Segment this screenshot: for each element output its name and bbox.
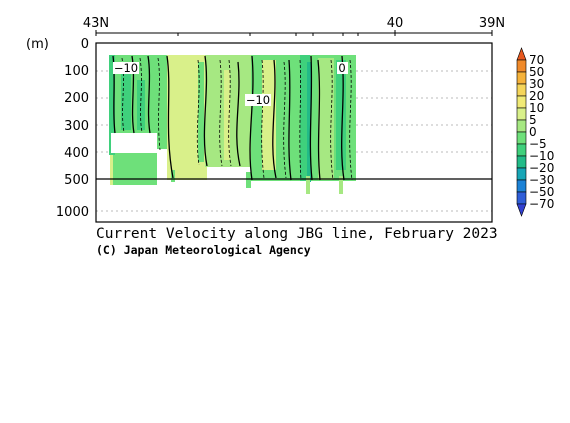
colorbar-label: −50 <box>529 185 554 199</box>
colorbar-segment <box>516 83 527 97</box>
colorbar-label: 30 <box>529 77 544 91</box>
colorbar-segment <box>516 95 527 109</box>
contour-dashed-5 <box>219 59 223 167</box>
x-tick-label-40: 40 <box>387 16 404 31</box>
y-tick-label-400: 400 <box>64 146 89 161</box>
y-tick-labels: 0 100 200 300 400 500 1000 <box>56 37 89 220</box>
contour-dashed-2 <box>139 57 143 133</box>
field-patch-10 <box>121 70 131 130</box>
contour-dashed-9 <box>299 59 302 181</box>
contour-label-3: 0 <box>338 61 345 75</box>
contour-line-8 <box>272 59 277 179</box>
colorbar-label: 5 <box>529 113 537 127</box>
field-patch-1 <box>109 55 115 155</box>
y-tick-label-100: 100 <box>64 64 89 79</box>
field-patch-5 <box>336 60 346 170</box>
colorbar-segment <box>516 155 527 169</box>
contour-line-11 <box>317 59 321 181</box>
colorbar-segment <box>516 167 527 181</box>
colorbar-label: 0 <box>529 125 537 139</box>
chart-title: Current Velocity along JBG line, Februar… <box>96 226 498 242</box>
contour-dashed-10 <box>330 59 334 181</box>
contour-dashed-3 <box>157 57 161 151</box>
y-unit-label: (m) <box>26 37 49 52</box>
contour-line-3 <box>147 55 151 134</box>
contour-dashed-8 <box>283 61 287 179</box>
x-tick-label-39n: 39N <box>479 16 505 31</box>
contour-dashed-4 <box>196 59 200 166</box>
field-patch-3 <box>300 55 310 181</box>
contour-label-group-2: −10 <box>245 93 271 107</box>
colorbar-label: −5 <box>529 137 547 151</box>
contour-line-6 <box>236 61 241 167</box>
colorbar-label: −30 <box>529 173 554 187</box>
colorbar-label: 70 <box>529 53 544 67</box>
contour-label-group-3: 0 <box>337 61 348 75</box>
colorbar-label: 50 <box>529 65 544 79</box>
velocity-field <box>109 55 356 194</box>
field-patch-7 <box>198 62 204 162</box>
contour-line-4 <box>166 55 174 179</box>
colorbar-segment <box>516 47 527 61</box>
field-stem-5 <box>339 176 343 194</box>
field-stem-3 <box>246 172 251 188</box>
contour-label-1: −10 <box>114 61 138 75</box>
chart-credit: (C) Japan Meteorological Agency <box>96 243 311 257</box>
y-tick-label-500: 500 <box>64 173 89 188</box>
field-notch-1 <box>111 133 157 153</box>
field-stem-4 <box>306 176 310 194</box>
colorbar-segment <box>516 119 527 133</box>
contour-dashed-7 <box>261 59 265 179</box>
contour-line-7 <box>249 55 254 181</box>
colorbar-segment <box>516 179 527 193</box>
colorbar-segment <box>516 71 527 85</box>
contour-label-group-1: −10 <box>113 61 139 75</box>
colorbar-segment <box>516 131 527 145</box>
contour-dashed-6 <box>228 59 232 167</box>
colorbar-label: −70 <box>529 197 554 211</box>
contour-line-10 <box>309 55 313 181</box>
y-tick-label-200: 200 <box>64 91 89 106</box>
colorbar-label: 10 <box>529 101 544 115</box>
y-tick-label-1000: 1000 <box>56 205 89 220</box>
colorbar-label: −10 <box>529 149 554 163</box>
plot-frame <box>95 42 493 223</box>
field-patch-6 <box>307 62 311 182</box>
contour-line-9 <box>288 59 292 181</box>
x-tick-label-43n: 43N <box>83 16 109 31</box>
contour-line-5 <box>203 55 208 167</box>
colorbar <box>516 47 527 217</box>
colorbar-label: −20 <box>529 161 554 175</box>
contour-label-2: −10 <box>246 93 270 107</box>
top-tick-marks <box>95 30 493 36</box>
contour-dashed-11 <box>349 59 353 181</box>
y-tick-label-300: 300 <box>64 119 89 134</box>
colorbar-segment <box>516 203 527 217</box>
colorbar-segment <box>516 191 527 205</box>
colorbar-segment <box>516 143 527 157</box>
y-tick-label-0: 0 <box>81 37 89 52</box>
x-tick-labels: 43N 40 39N <box>83 16 505 31</box>
colorbar-segment <box>516 107 527 121</box>
field-patch-4 <box>318 58 334 180</box>
contour-dashed-lines <box>121 57 353 181</box>
colorbar-segment <box>516 59 527 73</box>
field-patch-8 <box>224 70 230 160</box>
colorbar-label: 20 <box>529 89 544 103</box>
field-stem-1 <box>110 155 113 185</box>
